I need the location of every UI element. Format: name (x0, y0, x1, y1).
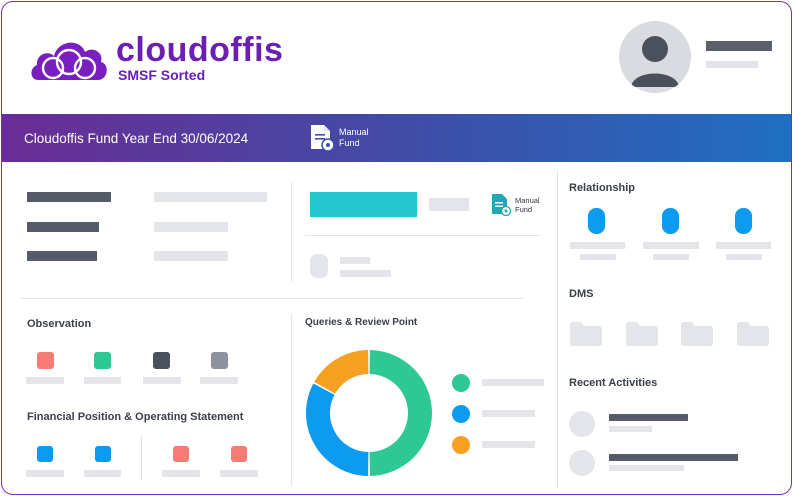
divider (305, 235, 541, 236)
observation-marker-grey[interactable] (211, 352, 228, 369)
summary-label-3 (27, 251, 97, 261)
relationship-sub-1 (580, 254, 616, 260)
relationship-label-3 (716, 242, 771, 249)
summary-label-2 (27, 222, 99, 232)
divider (557, 170, 558, 488)
financial-marker-3[interactable] (173, 446, 189, 462)
activity-title-2 (609, 454, 738, 461)
financial-label-3 (162, 470, 200, 477)
user-role-placeholder (706, 61, 758, 68)
file-meta-placeholder (340, 270, 391, 277)
relationship-label-2 (643, 242, 699, 249)
relationship-contact-2[interactable] (662, 208, 679, 234)
donut-slice-1 (369, 350, 433, 476)
document-gear-icon (311, 125, 335, 152)
relationship-contact-1[interactable] (588, 208, 605, 234)
brand-name: cloudoffis (116, 31, 284, 69)
status-bar (310, 192, 417, 217)
summary-value-1 (154, 192, 267, 202)
brand: cloudoffis SMSF Sorted (28, 32, 283, 84)
observation-label-2 (84, 377, 121, 384)
financial-marker-2[interactable] (95, 446, 111, 462)
financial-title: Financial Position & Operating Statement (27, 411, 244, 423)
legend-marker-blue (452, 405, 470, 423)
brand-text: cloudoffis SMSF Sorted (116, 33, 283, 83)
divider (291, 314, 292, 486)
recent-activities-title: Recent Activities (569, 377, 658, 389)
fund-banner: Cloudoffis Fund Year End 30/06/2024 Manu… (2, 114, 791, 162)
user-name-placeholder (706, 41, 772, 51)
file-placeholder-icon (310, 254, 328, 278)
legend-marker-orange (452, 436, 470, 454)
activity-avatar (569, 450, 595, 476)
financial-label-4 (220, 470, 258, 477)
activity-meta-1 (609, 426, 652, 432)
observation-label-4 (200, 377, 238, 384)
activity-meta-2 (609, 465, 684, 471)
file-name-placeholder (340, 257, 370, 264)
manual-fund-mini-label: Manual Fund (515, 196, 540, 214)
observation-label-3 (143, 377, 181, 384)
donut-slice-2 (306, 383, 369, 476)
folder-icon[interactable] (570, 322, 602, 346)
divider (21, 298, 523, 299)
avatar-figure (631, 36, 679, 87)
summary-value-2 (154, 222, 228, 232)
queries-donut-chart (306, 350, 433, 476)
manual-fund-label: Manual Fund (339, 127, 369, 148)
observation-marker-red[interactable] (37, 352, 54, 369)
financial-marker-1[interactable] (37, 446, 53, 462)
relationship-sub-2 (653, 254, 689, 260)
brand-tagline: SMSF Sorted (118, 67, 206, 83)
observation-title: Observation (27, 318, 92, 330)
relationship-title: Relationship (569, 182, 636, 194)
document-gear-icon (492, 194, 512, 217)
status-value (429, 198, 469, 211)
financial-label-2 (84, 470, 121, 477)
divider (141, 435, 142, 480)
user-avatar-icon[interactable] (619, 21, 691, 93)
divider (291, 182, 292, 282)
observation-marker-dark[interactable] (153, 352, 170, 369)
relationship-sub-3 (726, 254, 762, 260)
legend-label-1 (482, 379, 544, 386)
donut-slice-3 (314, 350, 369, 394)
summary-value-3 (154, 251, 228, 261)
activity-avatar (569, 411, 595, 437)
cloud-logo-icon (31, 42, 107, 80)
folder-icon[interactable] (626, 322, 658, 346)
summary-label-1 (27, 192, 111, 202)
folder-icon[interactable] (681, 322, 713, 346)
legend-marker-green (452, 374, 470, 392)
observation-label-1 (26, 377, 64, 384)
activity-title-1 (609, 414, 688, 421)
financial-label-1 (26, 470, 64, 477)
legend-label-3 (482, 441, 535, 448)
queries-title: Queries & Review Point (305, 317, 418, 328)
dms-title: DMS (569, 288, 594, 300)
relationship-label-1 (570, 242, 625, 249)
relationship-contact-3[interactable] (735, 208, 752, 234)
legend-label-2 (482, 410, 535, 417)
financial-marker-4[interactable] (231, 446, 247, 462)
observation-marker-green[interactable] (94, 352, 111, 369)
folder-icon[interactable] (737, 322, 769, 346)
fund-title: Cloudoffis Fund Year End 30/06/2024 (24, 130, 249, 146)
